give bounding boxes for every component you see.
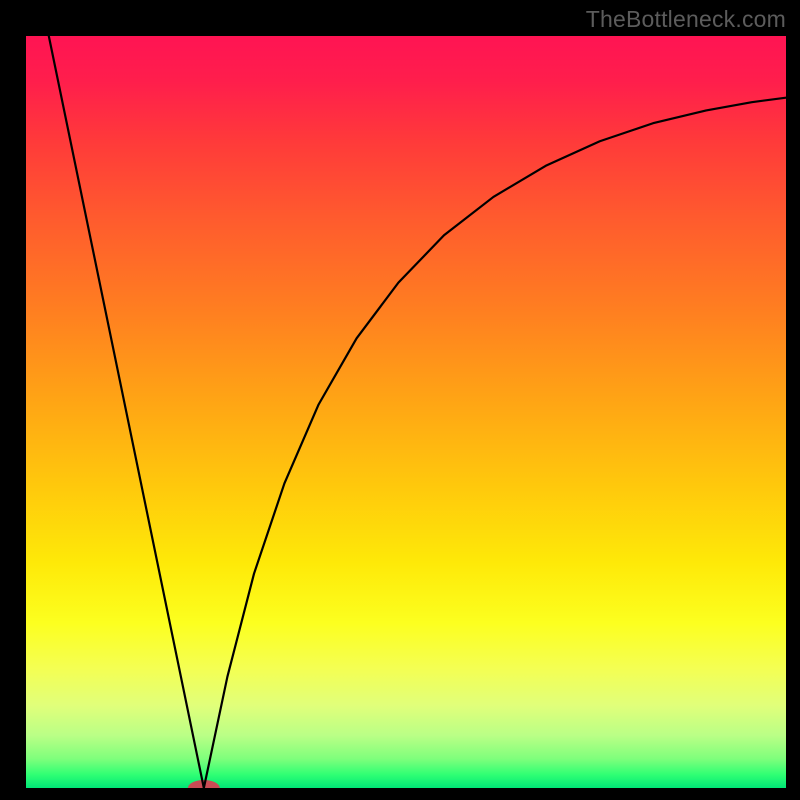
watermark-label: TheBottleneck.com	[586, 6, 786, 33]
curve-layer	[26, 36, 786, 788]
chart-page: TheBottleneck.com	[0, 0, 800, 800]
curve-path	[49, 36, 786, 788]
plot-frame	[26, 36, 786, 788]
